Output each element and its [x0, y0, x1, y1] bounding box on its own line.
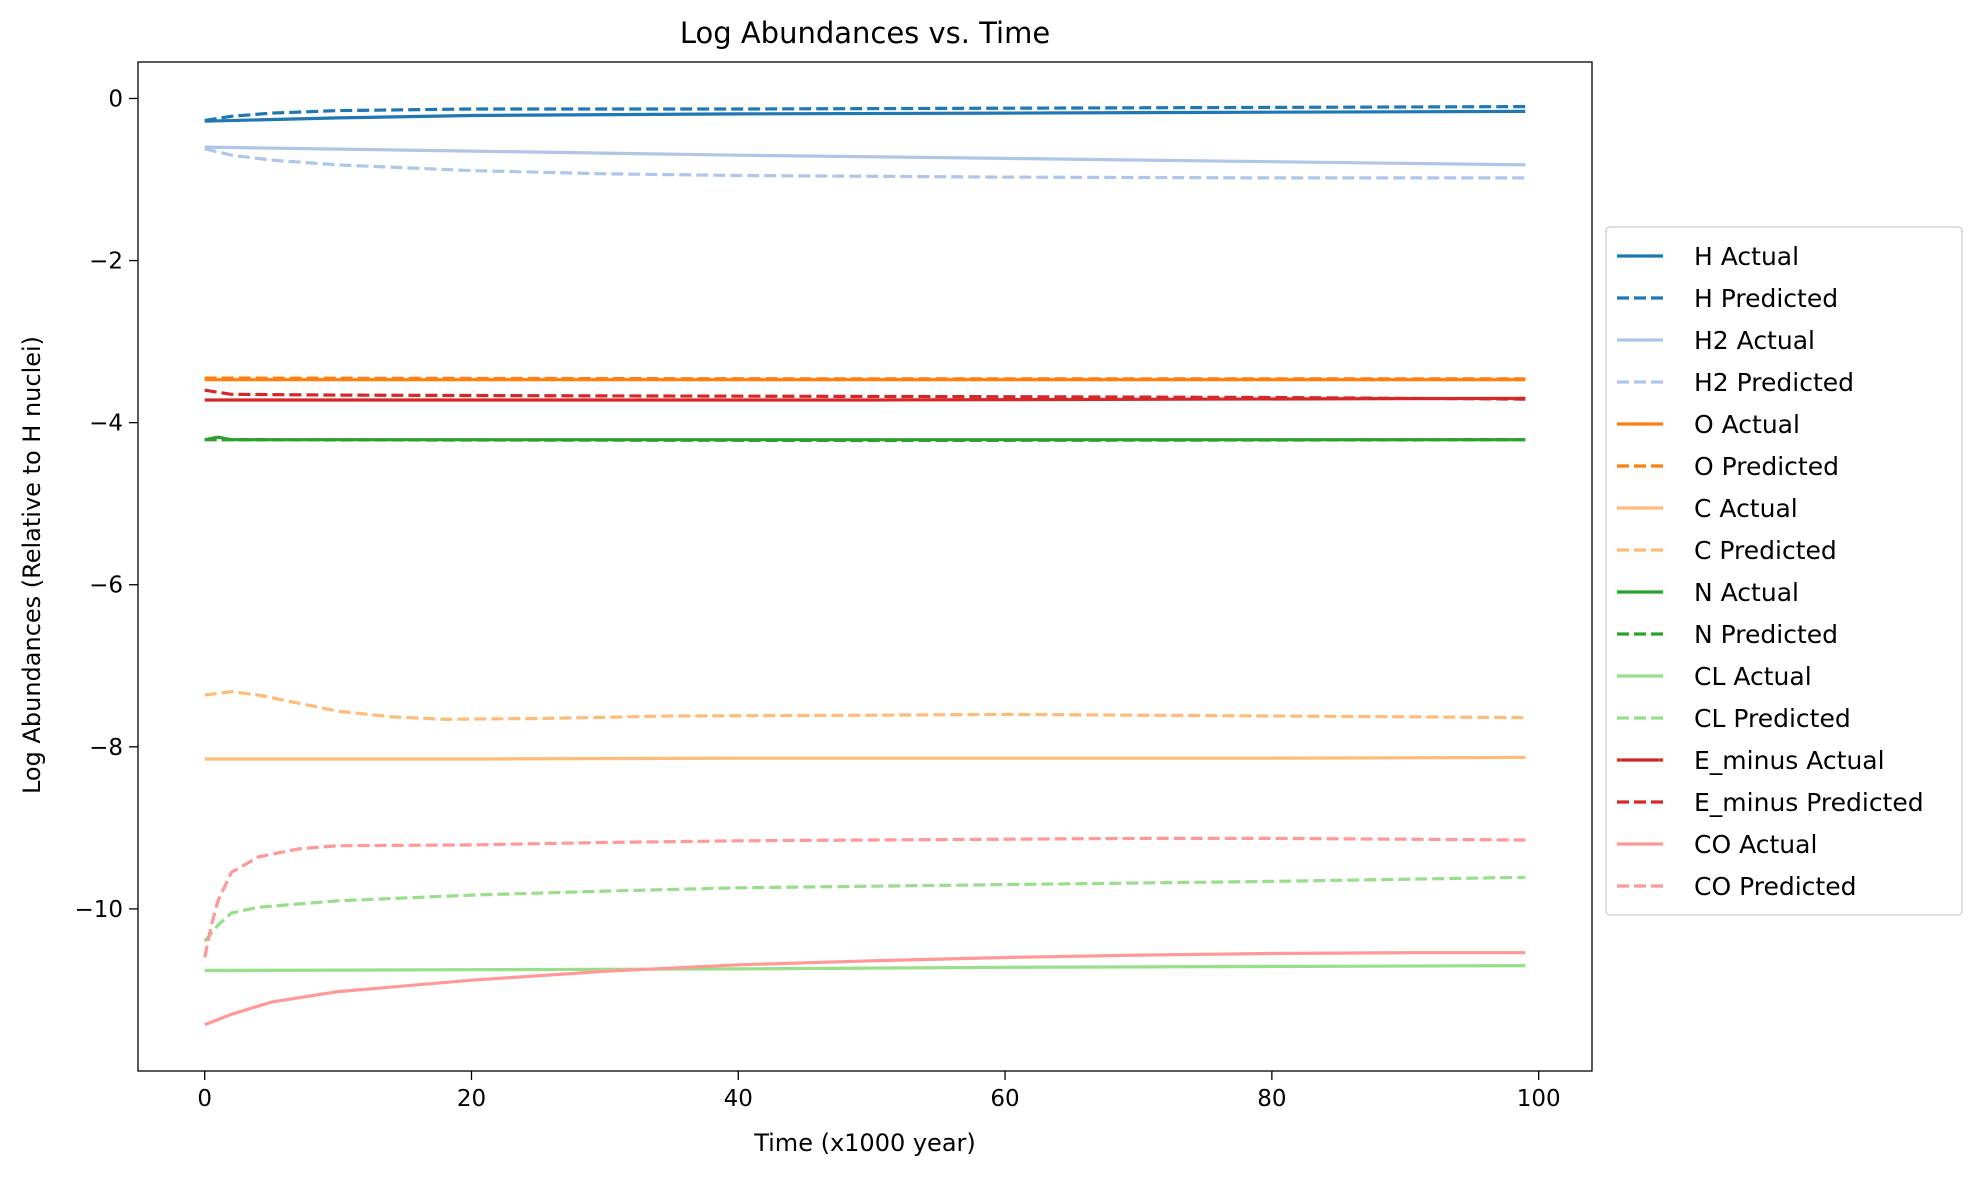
legend-frame	[1605, 226, 1963, 916]
y-tick-label: 0	[108, 86, 123, 112]
legend-label-o-actual: O Actual	[1694, 410, 1800, 439]
x-tick-label: 40	[724, 1086, 753, 1112]
series-line-co-predicted	[203, 836, 1526, 958]
x-tick-label: 0	[197, 1086, 212, 1112]
x-axis-ticks: 0 20 40 60 80 100	[197, 1071, 1561, 1112]
x-axis-label: Time (x1000 year)	[753, 1129, 976, 1157]
legend-label-h-predicted: H Predicted	[1694, 284, 1838, 313]
y-tick-label: −6	[89, 573, 123, 599]
y-axis-ticks: 0 −2 −4 −6 −8 −10	[74, 86, 138, 923]
legend-label-n-predicted: N Predicted	[1694, 620, 1838, 649]
series-line-e-minus-predicted	[204, 388, 1526, 401]
legend-label-e-minus-actual: E_minus Actual	[1694, 746, 1885, 775]
series-line-o-predicted	[204, 376, 1526, 381]
x-tick-label: 20	[457, 1086, 486, 1112]
series-line-h2-predicted	[204, 147, 1526, 180]
series-line-n-predicted	[204, 438, 1526, 443]
legend-items: H Actual H Predicted H2 Actual H2 Predicted…	[1617, 242, 1924, 901]
legend: H Actual H Predicted H2 Actual H2 Predicted…	[1605, 226, 1963, 916]
chart-title: Log Abundances vs. Time	[680, 16, 1050, 50]
plot-frame	[137, 61, 1593, 1072]
legend-label-h-actual: H Actual	[1694, 242, 1799, 271]
y-tick-label: −2	[89, 249, 123, 275]
legend-label-co-predicted: CO Predicted	[1694, 872, 1856, 901]
series-line-h-actual	[204, 109, 1526, 123]
legend-label-cl-predicted: CL Predicted	[1694, 704, 1851, 733]
legend-label-h2-actual: H2 Actual	[1694, 326, 1815, 355]
x-tick-label: 80	[1257, 1086, 1286, 1112]
legend-label-e-minus-predicted: E_minus Predicted	[1694, 788, 1924, 817]
series-line-cl-actual	[204, 964, 1526, 973]
series-line-c-actual	[204, 755, 1526, 761]
legend-label-co-actual: CO Actual	[1694, 830, 1817, 859]
legend-label-c-predicted: C Predicted	[1694, 536, 1837, 565]
x-tick-label: 100	[1517, 1086, 1561, 1112]
y-tick-label: −8	[89, 735, 123, 761]
series-line-cl-predicted	[203, 875, 1526, 943]
legend-label-o-predicted: O Predicted	[1694, 452, 1839, 481]
series-line-c-predicted	[204, 690, 1526, 721]
y-tick-label: −10	[74, 897, 123, 923]
series-line-h-predicted	[204, 105, 1526, 122]
series-line-co-actual	[204, 951, 1526, 1027]
series-layer	[203, 105, 1526, 1027]
y-tick-label: −4	[89, 411, 123, 437]
legend-label-c-actual: C Actual	[1694, 494, 1798, 523]
y-axis-label: Log Abundances (Relative to H nuclei)	[18, 336, 46, 794]
series-line-e-minus-actual	[204, 396, 1526, 402]
legend-label-cl-actual: CL Actual	[1694, 662, 1812, 691]
legend-label-h2-predicted: H2 Predicted	[1694, 368, 1854, 397]
series-line-h2-actual	[204, 145, 1526, 167]
x-tick-label: 60	[990, 1086, 1019, 1112]
legend-label-n-actual: N Actual	[1694, 578, 1799, 607]
